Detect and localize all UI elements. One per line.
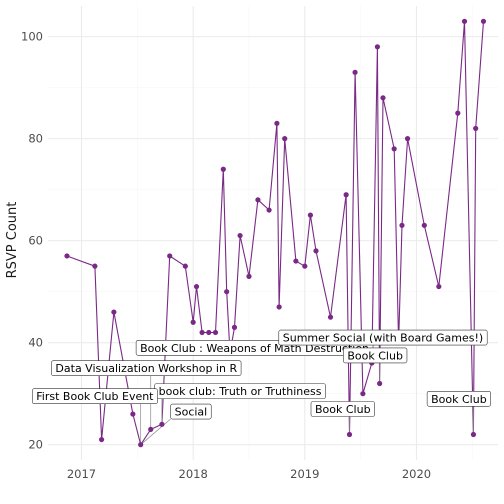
annotation-text: Social <box>175 406 208 419</box>
data-point <box>352 69 358 75</box>
data-point <box>343 192 349 198</box>
data-point <box>480 18 487 24</box>
data-point <box>266 207 272 213</box>
event-annotation: Data Visualization Workshop in R <box>51 360 242 376</box>
data-point <box>274 120 280 126</box>
data-point <box>130 411 136 417</box>
y-axis-title: RSVP Count <box>5 202 20 279</box>
x-tick-label: 2017 <box>67 467 96 481</box>
y-axis-ticks: 20 40 60 80 100 <box>21 30 43 452</box>
annotation-text: Book Club <box>315 403 371 416</box>
y-tick-label: 100 <box>21 30 43 44</box>
event-annotation: Book Club <box>343 347 408 364</box>
annotation-box <box>426 390 492 407</box>
annotation-box <box>278 329 488 346</box>
rsvp-data-points <box>64 18 487 448</box>
annotation-box <box>31 388 158 405</box>
data-point <box>276 304 282 310</box>
data-point <box>470 431 477 438</box>
data-point <box>391 146 397 152</box>
data-point <box>360 391 366 397</box>
x-tick-label: 2020 <box>402 467 431 481</box>
annotation-text: Book Club <box>431 393 487 406</box>
data-point <box>346 431 353 438</box>
event-annotation: Book Club <box>426 390 492 407</box>
annotation-leader <box>140 418 171 445</box>
y-tick-label: 60 <box>28 234 43 248</box>
annotation-box <box>343 347 408 364</box>
data-point <box>455 110 461 116</box>
data-point <box>421 222 427 228</box>
data-point <box>206 329 212 336</box>
data-point <box>98 436 105 443</box>
annotation-box <box>310 401 375 417</box>
data-point <box>293 258 299 264</box>
data-point <box>167 253 173 259</box>
data-point <box>64 253 70 259</box>
data-point <box>380 95 386 101</box>
data-point <box>307 212 314 218</box>
data-point <box>461 18 468 24</box>
data-point <box>111 309 117 315</box>
data-point <box>148 426 154 432</box>
annotation-box <box>51 360 242 376</box>
y-tick-label: 80 <box>28 132 43 146</box>
event-annotation: Summer Social (with Board Games!) <box>278 329 488 346</box>
x-axis-ticks: 2017 2018 2019 2020 <box>67 467 431 481</box>
data-point <box>399 222 405 228</box>
rsvp-series-line <box>66 21 485 447</box>
annotation-text: Data Visualization Workshop in R <box>55 362 237 375</box>
data-point <box>377 380 383 387</box>
annotation-text: Book Club <box>347 349 403 362</box>
annotation-text: First Book Club Event <box>36 390 154 403</box>
x-tick-label: 2018 <box>179 467 208 481</box>
y-tick-label: 40 <box>28 336 43 350</box>
data-point <box>212 329 219 336</box>
event-annotation: Book Club <box>310 401 375 417</box>
data-point <box>473 125 479 132</box>
data-point <box>327 314 334 320</box>
data-point <box>282 136 288 142</box>
data-point <box>374 44 381 50</box>
data-point <box>190 319 196 325</box>
data-point <box>92 263 98 269</box>
data-point <box>224 289 230 295</box>
annotation-box <box>170 403 212 420</box>
event-annotations: Book Club : Weapons of Math DestructionS… <box>31 329 492 420</box>
data-point <box>313 248 319 254</box>
data-point <box>231 324 238 330</box>
data-point <box>436 283 442 290</box>
data-point <box>302 263 308 269</box>
x-tick-label: 2019 <box>290 467 319 481</box>
event-annotation: Social <box>170 403 212 420</box>
data-point <box>237 232 243 239</box>
data-point <box>255 197 261 203</box>
data-point <box>246 273 252 279</box>
data-point <box>193 283 200 290</box>
data-point <box>138 442 144 448</box>
data-point <box>404 136 411 142</box>
data-point <box>199 329 205 336</box>
annotation-text: Summer Social (with Board Games!) <box>283 332 483 345</box>
event-annotation: First Book Club Event <box>31 388 158 405</box>
event-annotation: book club: Truth or Truthiness <box>154 383 326 399</box>
data-point <box>182 263 188 269</box>
annotation-text: book club: Truth or Truthiness <box>159 385 322 398</box>
data-point <box>159 421 165 427</box>
y-tick-label: 20 <box>28 438 43 452</box>
data-point <box>220 166 226 172</box>
